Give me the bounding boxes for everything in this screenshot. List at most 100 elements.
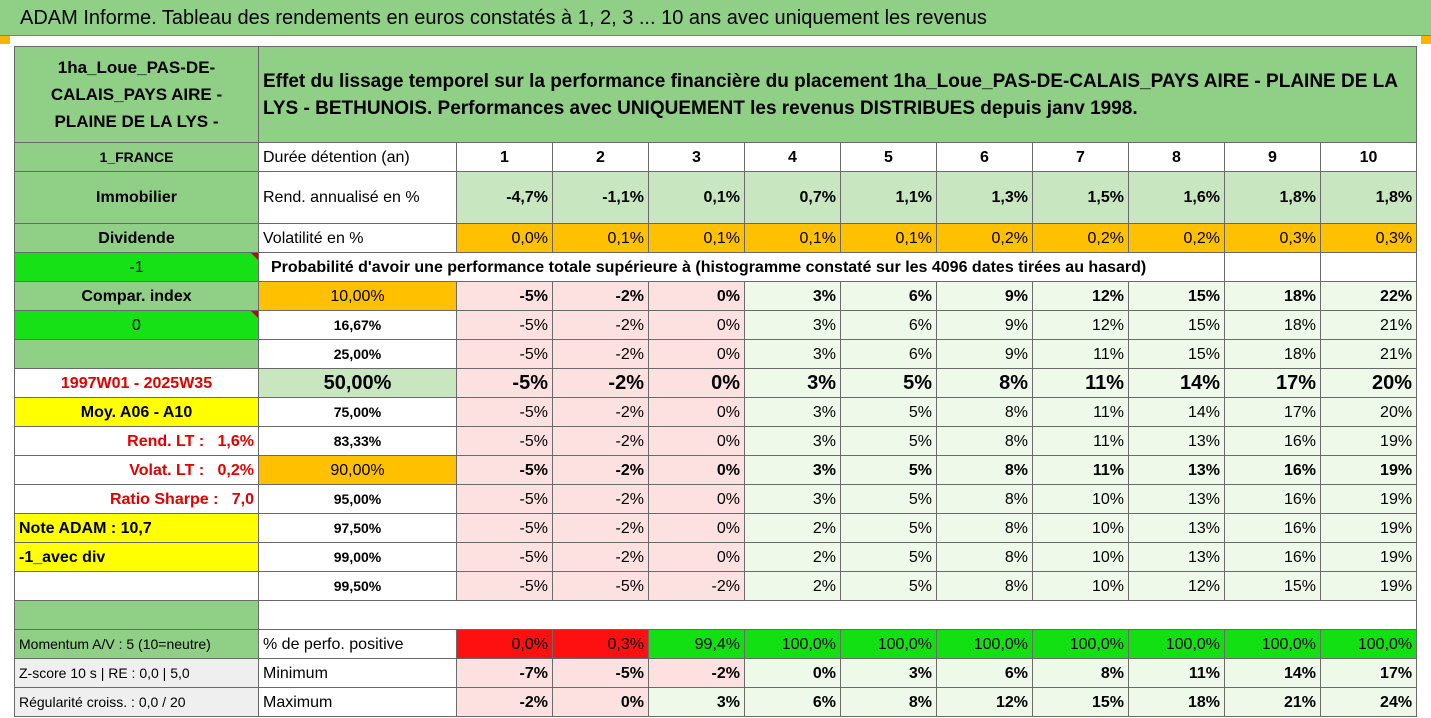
quantile-value: 16% — [1224, 513, 1321, 543]
quantile-value: 8% — [936, 426, 1033, 456]
quantile-row: 1997W01 - 2025W35 50,00% -5% -2% 0% 3% 5% 8% 11%… — [14, 368, 1418, 398]
quantile-value: 0% — [648, 484, 745, 514]
quantile-row: Rend. LT : 1,6% 83,33% -5% -2% 0% 3% 5% 8% 11% 13… — [14, 426, 1418, 456]
country-label: 1_FRANCE — [14, 142, 259, 172]
year-header: 1 — [456, 142, 553, 172]
quantile-value: 18% — [1224, 339, 1321, 369]
period-label: 1997W01 - 2025W35 — [14, 368, 259, 398]
sharpe-ratio: Ratio Sharpe : 7,0 — [14, 484, 259, 514]
rend-value: 0,1% — [648, 171, 745, 224]
quantile-value: -5% — [456, 339, 553, 369]
quantile-value: 0% — [648, 455, 745, 485]
positive-value: 100,0% — [936, 629, 1033, 659]
quantile-value: 11% — [1032, 426, 1129, 456]
quantile-value: -2% — [552, 426, 649, 456]
quantile-value: -2% — [552, 542, 649, 572]
quantile-value: 17% — [1224, 397, 1321, 427]
quantile-value: -2% — [552, 455, 649, 485]
positive-value: 100,0% — [1224, 629, 1321, 659]
quantile-value: -5% — [456, 513, 553, 543]
quantile-value: 5% — [840, 513, 937, 543]
maximum-value: 18% — [1128, 687, 1225, 717]
orange-corner-marker — [0, 36, 10, 44]
probability-threshold: 50,00% — [258, 368, 457, 398]
minimum-value: 6% — [936, 658, 1033, 688]
rend-value: 1,6% — [1128, 171, 1225, 224]
quantile-value: 3% — [744, 484, 841, 514]
rend-lt: Rend. LT : 1,6% — [14, 426, 259, 456]
empty-cell — [1224, 252, 1321, 282]
quantile-value: 2% — [744, 571, 841, 601]
quantile-value: 22% — [1319, 281, 1418, 311]
quantile-value: 5% — [840, 426, 937, 456]
minimum-value: 14% — [1224, 658, 1321, 688]
quantile-value: 19% — [1319, 455, 1418, 485]
dividend-value[interactable]: -1 — [14, 252, 259, 282]
quantile-value: 11% — [1032, 397, 1129, 427]
year-header: 8 — [1128, 142, 1225, 172]
quantile-value: 3% — [744, 455, 841, 485]
proba-label: Probabilité d'avoir une performance tota… — [258, 252, 1225, 282]
positive-value: 100,0% — [840, 629, 937, 659]
vol-value: 0,1% — [648, 223, 745, 253]
quantile-value: -2% — [552, 339, 649, 369]
minimum-value: -5% — [552, 658, 649, 688]
quantile-value: 5% — [840, 397, 937, 427]
rend-lt-label: Rend. LT : — [127, 432, 205, 450]
quantile-value: 8% — [936, 368, 1033, 398]
rend-value: 1,3% — [936, 171, 1033, 224]
vol-value: 0,3% — [1224, 223, 1321, 253]
vol-value: 0,1% — [840, 223, 937, 253]
quantile-value: 0% — [648, 397, 745, 427]
quantile-value: -2% — [552, 484, 649, 514]
quantile-row: 0 16,67% -5% -2% 0% 3% 6% 9% 12% 15% 18% 21% — [14, 310, 1418, 340]
vol-value: 0,0% — [456, 223, 553, 253]
quantile-value: 0% — [648, 426, 745, 456]
quantile-value: 11% — [1032, 339, 1129, 369]
probability-threshold: 90,00% — [258, 455, 457, 485]
minimum-value: -2% — [648, 658, 745, 688]
quantile-value: 12% — [1128, 571, 1225, 601]
maximum-value: 24% — [1319, 687, 1418, 717]
quantile-value: 13% — [1128, 513, 1225, 543]
quantile-value: 3% — [744, 368, 841, 398]
quantile-value: 20% — [1319, 368, 1418, 398]
rend-value: 1,8% — [1224, 171, 1321, 224]
rend-value: 1,1% — [840, 171, 937, 224]
maximum-value: 15% — [1032, 687, 1129, 717]
positive-value: 100,0% — [1032, 629, 1129, 659]
min-label: Minimum — [258, 658, 457, 688]
maximum-value: 21% — [1224, 687, 1321, 717]
positive-value: 100,0% — [1128, 629, 1225, 659]
quantile-value: 13% — [1128, 484, 1225, 514]
year-header: 5 — [840, 142, 937, 172]
quantile-value: 16% — [1224, 542, 1321, 572]
compar-value[interactable]: 0 — [14, 310, 259, 340]
probability-threshold: 97,50% — [258, 513, 457, 543]
probability-threshold: 25,00% — [258, 339, 457, 369]
probability-threshold: 83,33% — [258, 426, 457, 456]
quantile-row: Moy. A06 - A10 75,00% -5% -2% 0% 3% 5% 8% 11% 14%… — [14, 397, 1418, 427]
probability-threshold: 10,00% — [258, 281, 457, 311]
table-description: Effet du lissage temporel sur la perform… — [257, 46, 1418, 143]
quantile-row: Compar. index 10,00% -5% -2% 0% 3% 6% 9% 12% 15% 1… — [14, 281, 1418, 311]
quantile-value: 8% — [936, 397, 1033, 427]
quantile-value: 10% — [1032, 484, 1129, 514]
year-header: 2 — [552, 142, 649, 172]
avec-div: -1_avec div — [14, 542, 259, 572]
quantile-value: 10% — [1032, 571, 1129, 601]
quantile-value: 20% — [1319, 397, 1418, 427]
quantile-value: 0% — [648, 339, 745, 369]
minimum-value: 17% — [1319, 658, 1418, 688]
quantile-value: 13% — [1128, 542, 1225, 572]
quantile-value: 9% — [936, 310, 1033, 340]
quantile-value: 16% — [1224, 455, 1321, 485]
quantile-value: 5% — [840, 484, 937, 514]
quantile-value: -2% — [552, 310, 649, 340]
max-label: Maximum — [258, 687, 457, 717]
quantile-value: -5% — [456, 426, 553, 456]
quantile-value: 3% — [744, 397, 841, 427]
separator — [14, 600, 259, 630]
year-header: 6 — [936, 142, 1033, 172]
momentum-label: Momentum A/V : 5 (10=neutre) — [14, 629, 259, 659]
